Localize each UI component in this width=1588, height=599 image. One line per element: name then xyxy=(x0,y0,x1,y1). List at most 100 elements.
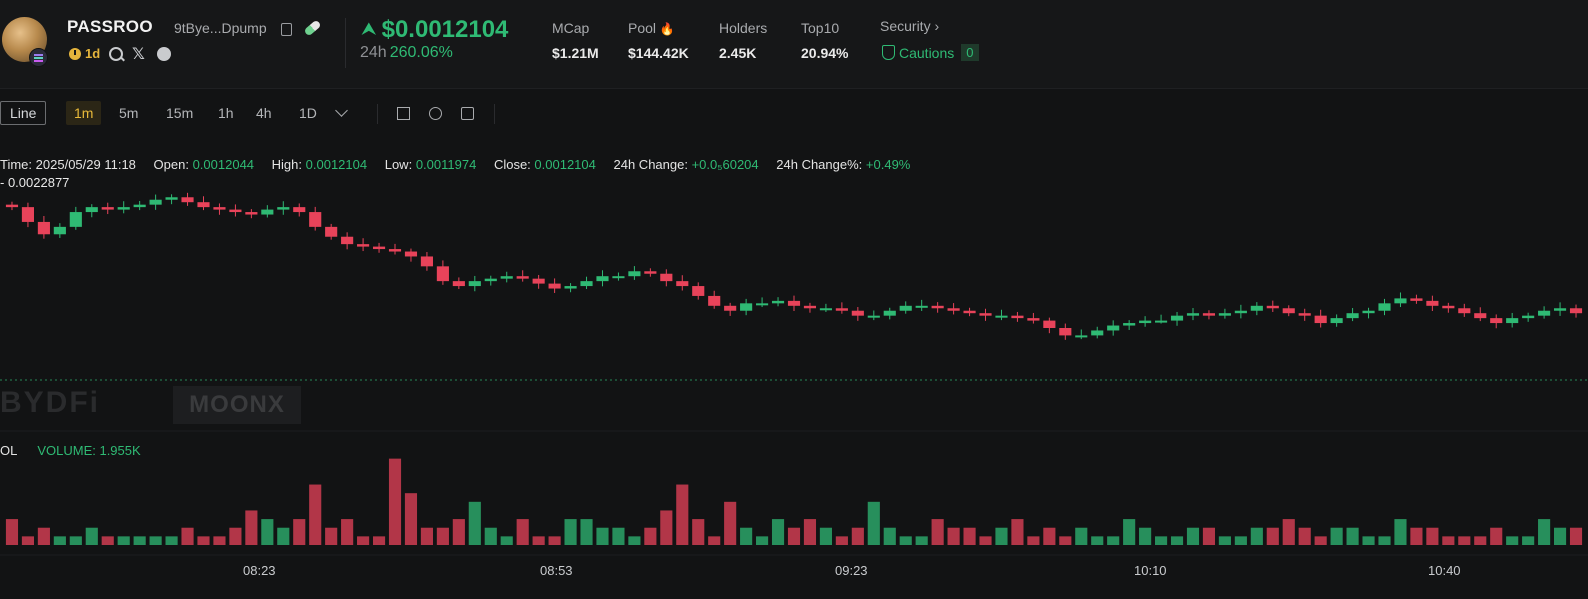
search-icon[interactable] xyxy=(109,47,123,61)
volume-bar xyxy=(213,536,226,545)
candle-body xyxy=(979,313,992,316)
stat-top10: Top10 20.94% xyxy=(801,20,848,61)
stat-mcap-value: $1.21M xyxy=(552,45,599,61)
volume-bar xyxy=(436,527,449,545)
candle-body xyxy=(1027,318,1040,321)
volume-bar xyxy=(452,519,465,545)
candle-body xyxy=(819,308,832,311)
candle-body xyxy=(740,303,753,311)
candle-body xyxy=(229,209,242,213)
candle-body xyxy=(771,300,785,304)
candle-body xyxy=(1506,318,1519,324)
interval-1m-button[interactable]: 1m xyxy=(66,101,102,125)
interval-4h-button[interactable]: 4h xyxy=(256,105,272,121)
candle-body xyxy=(1474,313,1487,319)
camera-icon[interactable] xyxy=(461,107,474,120)
ohlc-close-label: Close: xyxy=(493,157,531,172)
stat-mcap: MCap $1.21M xyxy=(552,20,599,61)
interval-1d-button[interactable]: 1D xyxy=(299,105,317,121)
volume-bar xyxy=(740,527,753,545)
candle-body xyxy=(293,207,306,213)
volume-bar xyxy=(1506,536,1519,545)
volume-bar xyxy=(1091,536,1104,545)
volume-bar xyxy=(420,527,433,545)
candle-body xyxy=(1170,315,1184,321)
candlestick-icon[interactable] xyxy=(397,107,410,120)
candle-body xyxy=(1442,305,1455,309)
volume-bar xyxy=(1186,527,1200,545)
volume-bar xyxy=(660,510,673,545)
candle-body xyxy=(261,209,274,215)
volume-bar xyxy=(724,501,737,545)
candle-body xyxy=(1522,315,1535,319)
stat-holders-value: 2.45K xyxy=(719,45,757,61)
volume-bar xyxy=(1314,536,1327,545)
volume-bar xyxy=(1346,527,1359,545)
stat-holders-label: Holders xyxy=(719,20,768,36)
interval-5m-button[interactable]: 5m xyxy=(119,105,139,121)
security-link[interactable]: Security › xyxy=(880,18,939,34)
volume-bar xyxy=(388,458,402,545)
candle-body xyxy=(1218,313,1231,316)
token-age: 1d xyxy=(85,46,101,61)
candle-body xyxy=(245,212,258,215)
volume-bar xyxy=(372,536,386,545)
volume-bar xyxy=(612,527,625,545)
price-chart[interactable] xyxy=(0,140,1588,560)
volume-bar xyxy=(931,519,944,545)
volume-bar xyxy=(133,536,146,545)
candle-body xyxy=(1059,328,1072,336)
price-change-label: 24h xyxy=(360,44,387,61)
candle-body xyxy=(1234,310,1247,314)
ohlc-change-label: 24h Change: xyxy=(613,157,688,172)
volume-bar xyxy=(149,536,162,545)
token-address[interactable]: 9tBye...Dpump xyxy=(174,20,267,36)
security-cautions[interactable]: Cautions 0 xyxy=(882,44,979,61)
volume-bar xyxy=(277,527,290,545)
candle-body xyxy=(277,207,290,210)
shield-icon xyxy=(882,45,895,60)
volume-bar xyxy=(692,519,705,545)
volume-bar xyxy=(580,519,593,545)
candle-body xyxy=(101,207,114,210)
token-price: ⮝ $0.0012104 xyxy=(362,16,508,44)
volume-bar xyxy=(771,519,785,545)
candle-body xyxy=(5,204,19,208)
candle-body xyxy=(37,221,50,235)
website-icon[interactable] xyxy=(157,47,171,61)
gear-icon[interactable] xyxy=(429,107,442,120)
candle-body xyxy=(372,246,386,250)
candle-body xyxy=(1107,325,1120,331)
interval-1h-button[interactable]: 1h xyxy=(218,105,234,121)
stat-mcap-label: MCap xyxy=(552,20,590,36)
volume-bar xyxy=(963,527,976,545)
double-chevron-up-icon: ⮝ xyxy=(362,21,376,38)
token-age-badge: 1d xyxy=(69,46,100,61)
copy-icon[interactable] xyxy=(281,23,292,36)
stat-pool-value: $144.42K xyxy=(628,45,689,61)
volume-bar xyxy=(835,536,848,545)
candle-body xyxy=(899,305,912,311)
ohlc-low-label: Low: xyxy=(384,157,413,172)
volume-bar xyxy=(1202,527,1216,545)
candle-body xyxy=(85,207,98,213)
line-toggle-button[interactable]: Line xyxy=(0,101,47,125)
volume-bar xyxy=(1250,527,1263,545)
volume-bar xyxy=(947,527,960,545)
candle-body xyxy=(436,266,449,282)
volume-bar xyxy=(803,519,817,545)
candle-body xyxy=(1202,313,1216,316)
volume-bar xyxy=(197,536,210,545)
candle-body xyxy=(963,310,976,314)
volume-bar xyxy=(85,527,98,545)
volume-bar xyxy=(1490,527,1503,545)
volume-bar xyxy=(532,536,545,545)
candle-body xyxy=(181,197,194,203)
interval-15m-button[interactable]: 15m xyxy=(166,105,194,121)
candle-body xyxy=(309,212,322,227)
candle-body xyxy=(851,310,864,316)
x-twitter-icon[interactable]: 𝕏 xyxy=(132,46,145,63)
cautions-label: Cautions xyxy=(899,44,955,61)
volume-bar xyxy=(676,484,689,545)
time-axis-label: 10:10 xyxy=(1134,563,1167,578)
